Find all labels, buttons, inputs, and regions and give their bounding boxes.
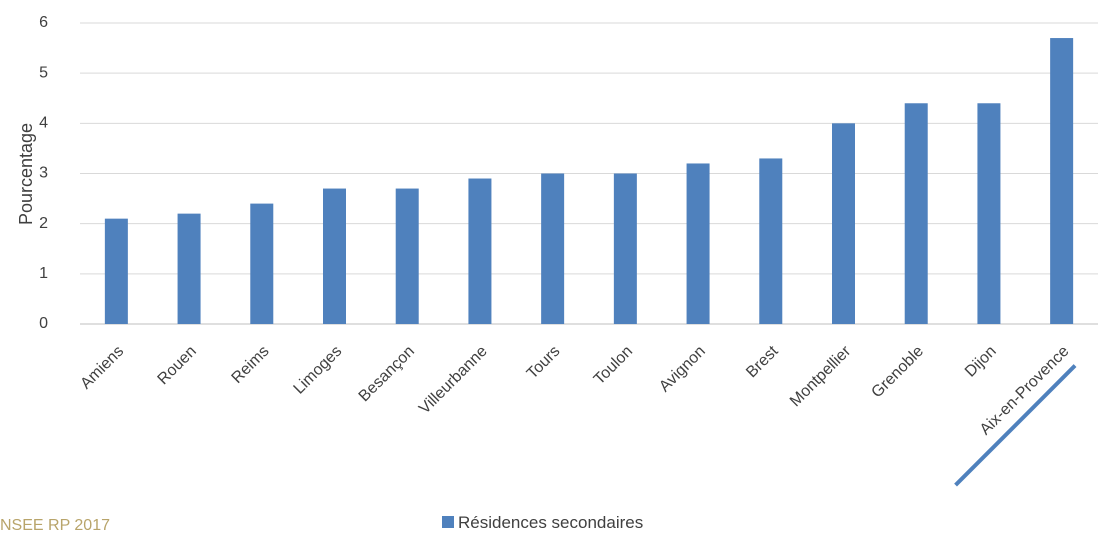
bar (832, 123, 855, 324)
y-tick-label: 0 (39, 315, 48, 332)
x-tick-label: Reims (229, 343, 273, 387)
legend-swatch (442, 516, 454, 528)
bar (541, 173, 565, 324)
bar (759, 158, 783, 324)
x-tick-label: Rouen (155, 343, 200, 388)
bar (395, 188, 419, 324)
gridlines (80, 22, 1098, 325)
bar (250, 203, 274, 324)
y-tick-label: 3 (39, 165, 48, 182)
bar (904, 103, 928, 325)
legend-label: Résidences secondaires (458, 513, 643, 532)
bar (977, 103, 1001, 325)
bar (468, 178, 492, 324)
x-tick-label: Amiens (77, 343, 127, 393)
y-tick-label: 4 (39, 115, 48, 132)
x-tick-label: Montpellier (787, 342, 855, 410)
bar (686, 163, 710, 324)
x-tick-label: Dijon (962, 343, 1000, 381)
bar (104, 218, 128, 324)
x-tick-label: Brest (743, 342, 782, 381)
y-tick-label: 1 (39, 265, 48, 282)
y-axis-label: Pourcentage (16, 123, 36, 225)
source-note: NSEE RP 2017 (0, 517, 110, 534)
y-axis-ticks: 0 1 2 3 4 5 6 (39, 14, 48, 332)
x-tick-label: Villeurbanne (416, 343, 491, 418)
bar (1050, 38, 1074, 325)
x-tick-label: Tours (524, 343, 564, 383)
legend: Résidences secondaires (442, 513, 643, 532)
bar (323, 188, 346, 324)
y-tick-label: 2 (39, 215, 48, 232)
bars (104, 38, 1074, 325)
bar (613, 173, 637, 324)
y-tick-label: 5 (39, 64, 48, 81)
x-tick-label: Besançon (356, 343, 418, 405)
x-tick-label: Limoges (291, 343, 346, 398)
x-tick-label: Toulon (591, 343, 636, 388)
y-tick-label: 6 (39, 14, 48, 31)
x-tick-label: Grenoble (868, 343, 927, 402)
bar (177, 213, 201, 324)
x-tick-label: Avignon (656, 343, 709, 396)
x-axis-ticks: Amiens Rouen Reims Limoges BesançonVilleurba… (77, 342, 1072, 438)
highlight-underline (954, 364, 1077, 487)
